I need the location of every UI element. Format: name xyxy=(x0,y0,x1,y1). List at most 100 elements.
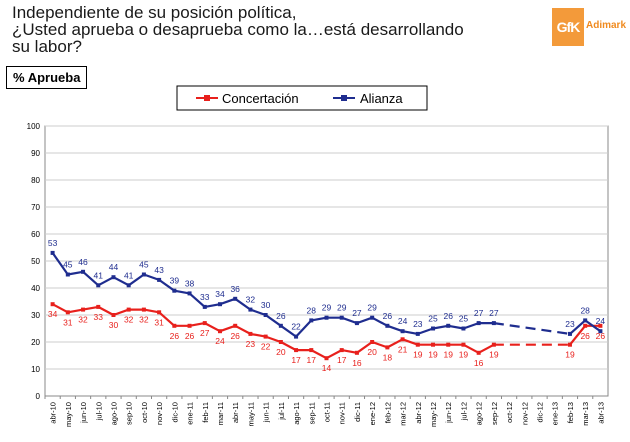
gfk-adimark-logo: GfK Adimark xyxy=(552,8,626,48)
x-tick-label: abr-12 xyxy=(414,402,423,424)
data-point-alianza xyxy=(294,334,299,339)
data-point-concertacion xyxy=(233,323,238,328)
x-tick-label: mar-13 xyxy=(581,402,590,426)
legend-box xyxy=(176,85,428,111)
data-point-alianza xyxy=(263,313,268,317)
data-label-concertacion: 31 xyxy=(154,317,164,327)
data-label-alianza: 25 xyxy=(459,314,469,324)
data-label-concertacion: 26 xyxy=(596,331,606,341)
series-line-alianza xyxy=(51,252,494,338)
data-point-concertacion xyxy=(309,348,314,353)
data-label-alianza: 45 xyxy=(139,260,149,270)
data-label-alianza: 26 xyxy=(443,311,453,321)
data-label-alianza: 26 xyxy=(383,311,393,321)
x-tick-label: oct-11 xyxy=(323,402,332,422)
data-point-concertacion xyxy=(446,342,451,347)
data-label-alianza: 27 xyxy=(352,308,362,318)
data-label-concertacion: 18 xyxy=(383,352,393,362)
x-tick-label: jun-10 xyxy=(79,402,88,424)
data-label-alianza: 53 xyxy=(48,238,58,248)
data-point-alianza xyxy=(431,326,436,331)
legend-label-alianza: Alianza xyxy=(360,91,403,106)
data-point-concertacion xyxy=(385,345,390,350)
x-tick-label: ene-12 xyxy=(368,402,377,425)
x-tick-label: oct-12 xyxy=(505,402,514,423)
data-point-concertacion xyxy=(126,307,131,312)
data-label-concertacion: 26 xyxy=(185,331,195,341)
chart-title: Independiente de su posición política, ¿… xyxy=(12,3,464,56)
data-point-alianza xyxy=(598,329,603,334)
x-tick-label: jul-12 xyxy=(459,402,468,421)
data-point-alianza xyxy=(233,296,238,301)
y-tick-label: 90 xyxy=(31,149,40,158)
data-label-concertacion: 17 xyxy=(307,355,317,365)
data-label-concertacion: 20 xyxy=(276,347,286,357)
y-tick-label: 60 xyxy=(31,230,40,239)
data-label-alianza: 29 xyxy=(322,303,332,313)
data-point-alianza xyxy=(81,269,86,274)
chart-subtitle: % Aprueba xyxy=(6,66,88,89)
data-label-alianza: 29 xyxy=(367,303,377,313)
series-gap-alianza xyxy=(493,322,571,335)
data-point-alianza xyxy=(50,250,55,255)
data-point-alianza xyxy=(217,302,222,307)
data-label-alianza: 41 xyxy=(124,270,134,280)
data-label-concertacion: 26 xyxy=(230,331,240,341)
x-tick-label: mar-11 xyxy=(216,402,225,425)
adimark-logo-text: Adimark xyxy=(586,20,627,31)
x-tick-label: dic-12 xyxy=(536,402,545,422)
data-point-concertacion xyxy=(50,302,55,307)
data-label-concertacion: 27 xyxy=(200,328,210,338)
data-point-concertacion xyxy=(567,342,572,347)
data-point-concertacion xyxy=(583,323,588,328)
plot-area: 0 10 20 30 40 50 60 70 80 90 100 abr-10 may-10 jun-10… xyxy=(27,122,609,427)
data-point-concertacion xyxy=(415,342,420,347)
x-tick-label: abr-13 xyxy=(596,402,605,424)
data-label-alianza: 23 xyxy=(565,319,575,329)
data-label-concertacion: 33 xyxy=(94,312,104,322)
x-tick-label: jul-10 xyxy=(94,402,103,421)
x-tick-label: may-11 xyxy=(246,402,255,426)
data-label-concertacion: 32 xyxy=(78,315,88,325)
y-tick-label: 40 xyxy=(31,284,40,293)
data-point-alianza xyxy=(172,288,177,293)
data-label-concertacion: 23 xyxy=(246,339,256,349)
data-label-alianza: 27 xyxy=(489,308,499,318)
data-point-concertacion xyxy=(202,321,207,326)
data-point-concertacion xyxy=(370,340,375,344)
y-tick-label: 70 xyxy=(31,203,40,212)
data-label-concertacion: 22 xyxy=(261,342,271,352)
x-tick-label: nov-11 xyxy=(338,402,347,424)
data-point-alianza xyxy=(446,323,451,328)
data-point-alianza xyxy=(400,329,405,334)
legend: Concertación Alianza xyxy=(176,85,428,111)
x-tick-label: ago-10 xyxy=(109,402,118,425)
x-tick-label: ago-11 xyxy=(292,402,301,425)
data-label-alianza: 34 xyxy=(215,289,225,299)
data-label-alianza: 43 xyxy=(154,265,164,275)
x-tick-label: oct-10 xyxy=(140,402,149,423)
data-label-alianza: 23 xyxy=(413,319,423,329)
data-point-concertacion xyxy=(491,342,496,347)
data-point-alianza xyxy=(202,304,207,309)
data-point-alianza xyxy=(248,307,253,312)
data-label-concertacion: 16 xyxy=(474,358,484,368)
y-tick-label: 10 xyxy=(31,365,40,374)
data-label-alianza: 24 xyxy=(398,316,408,326)
data-label-alianza: 29 xyxy=(337,303,347,313)
x-tick-label: feb-11 xyxy=(201,402,210,423)
data-label-concertacion: 26 xyxy=(170,331,180,341)
x-tick-label: sep-12 xyxy=(490,402,499,425)
x-tick-label: nov-12 xyxy=(520,402,529,425)
data-label-concertacion: 19 xyxy=(489,350,499,360)
x-tick-label: jun-12 xyxy=(444,402,453,424)
data-point-alianza xyxy=(96,283,101,288)
x-tick-label: nov-10 xyxy=(155,402,164,425)
legend-label-concertacion: Concertación xyxy=(222,91,299,106)
data-point-alianza xyxy=(370,315,375,320)
data-label-alianza: 24 xyxy=(596,316,606,326)
data-point-concertacion xyxy=(217,329,222,334)
data-label-alianza: 28 xyxy=(580,305,590,315)
data-point-concertacion xyxy=(157,310,162,315)
